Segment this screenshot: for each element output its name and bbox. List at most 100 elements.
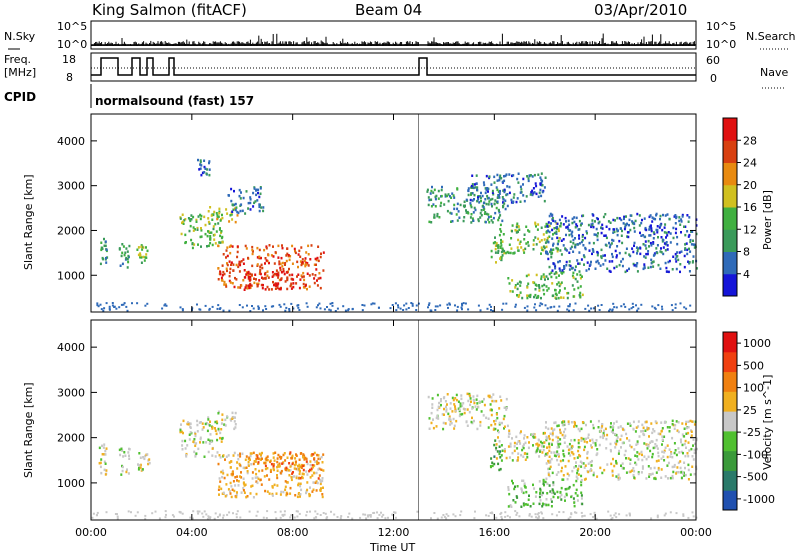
echo-cell (490, 457, 493, 460)
echo-cell (429, 192, 432, 195)
echo-cell (453, 424, 456, 428)
echo-cell (553, 231, 556, 235)
echo-cell (444, 422, 447, 425)
echo-cell (542, 431, 545, 435)
echo-cell (663, 459, 666, 462)
echo-cell (557, 436, 560, 439)
echo-cell (310, 469, 313, 472)
echo-cell (666, 244, 669, 247)
echo-cell (601, 227, 604, 230)
echo-cell (284, 280, 287, 283)
echo-cell (513, 193, 516, 196)
echo-cell (532, 248, 535, 251)
echo-cell (258, 469, 261, 473)
echo-cell (302, 282, 305, 286)
echo-cell (684, 247, 687, 250)
echo-cell (286, 467, 289, 471)
echo-cell (234, 476, 237, 479)
echo-cell (610, 242, 613, 245)
echo-cell (525, 503, 527, 506)
echo-cell (139, 254, 142, 257)
echo-cell (105, 447, 108, 450)
ground-scatter-cell (361, 309, 364, 312)
echo-cell (317, 461, 320, 465)
echo-cell (552, 481, 555, 484)
echo-cell (685, 432, 688, 435)
echo-cell (245, 273, 248, 276)
echo-cell (684, 473, 687, 477)
echo-cell (567, 420, 570, 423)
echo-cell (194, 434, 197, 438)
echo-cell (503, 179, 506, 183)
echo-cell (666, 464, 669, 467)
echo-cell (265, 247, 268, 250)
echo-cell (199, 217, 202, 221)
ground-scatter-cell (96, 514, 98, 517)
ground-scatter-cell (558, 511, 561, 513)
ground-scatter-cell (123, 302, 126, 305)
echo-cell (555, 292, 558, 296)
echo-cell (516, 177, 519, 181)
echo-cell (207, 418, 210, 421)
echo-cell (426, 190, 429, 193)
colorbar-tick-label: 4 (743, 268, 750, 281)
echo-cell (256, 256, 259, 259)
echo-cell (675, 453, 678, 457)
echo-cell (559, 269, 562, 272)
echo-cell (260, 206, 263, 209)
echo-cell (192, 226, 195, 229)
echo-cell (499, 245, 502, 249)
echo-cell (557, 424, 560, 427)
echo-cell (608, 241, 610, 245)
echo-cell (693, 472, 696, 476)
echo-cell (255, 457, 258, 461)
echo-cell (532, 502, 535, 505)
echo-cell (183, 219, 186, 222)
echo-cell (199, 160, 202, 164)
noise-strip-frame (90, 20, 697, 50)
colorbar-tick-label: -1000 (743, 493, 775, 506)
echo-cell (578, 219, 581, 223)
echo-cell (315, 471, 318, 475)
echo-cell (312, 481, 315, 484)
ground-scatter-cell (173, 515, 175, 518)
ground-scatter-cell (382, 513, 385, 516)
echo-cell (574, 492, 577, 495)
ground-scatter-cell (126, 309, 129, 312)
echo-cell (677, 430, 680, 434)
ground-scatter-cell (461, 304, 464, 307)
echo-cell (438, 216, 441, 219)
ground-scatter-cell (598, 309, 601, 311)
echo-cell (673, 463, 676, 467)
echo-cell (600, 248, 603, 252)
echo-cell (652, 260, 655, 263)
echo-cell (626, 235, 629, 238)
echo-cell (209, 433, 212, 436)
echo-cell (217, 427, 220, 431)
colorbar-tick-label: 24 (743, 157, 757, 170)
echo-cell (572, 250, 575, 253)
echo-cell (559, 442, 562, 446)
echo-cell (180, 232, 183, 236)
ground-scatter-cell (339, 517, 342, 520)
ground-scatter-cell (523, 306, 526, 309)
ground-scatter-cell (628, 512, 631, 515)
echo-cell (205, 172, 208, 175)
echo-cell (660, 476, 663, 479)
echo-cell (621, 229, 623, 233)
echo-cell (470, 213, 473, 216)
echo-cell (612, 231, 615, 234)
echo-cell (282, 267, 285, 271)
echo-cell (656, 231, 659, 234)
echo-cell (621, 264, 624, 268)
echo-cell (474, 186, 477, 189)
echo-cell (573, 425, 575, 428)
ground-scatter-cell (317, 304, 319, 307)
echo-cell (199, 159, 202, 162)
echo-cell (309, 486, 311, 489)
ground-scatter-cell (279, 510, 282, 513)
echo-cell (546, 252, 549, 256)
ground-scatter-cell (445, 517, 448, 520)
echo-cell (548, 467, 551, 470)
echo-cell (199, 167, 202, 170)
